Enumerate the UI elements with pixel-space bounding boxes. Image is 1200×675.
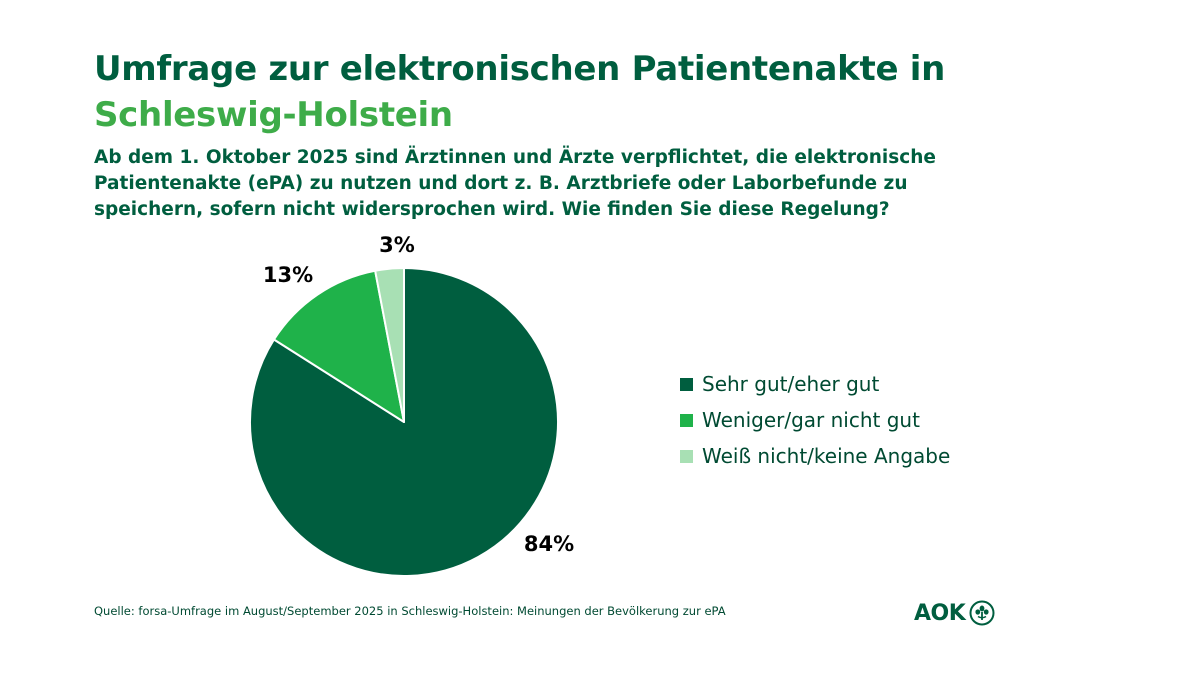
survey-question: Ab dem 1. Oktober 2025 sind Ärztinnen un…	[94, 145, 994, 223]
legend-swatch-3	[680, 449, 693, 463]
pie-slices	[249, 267, 559, 577]
pie-slice-2	[272, 269, 405, 423]
legend-label-1: Sehr gut/eher gut	[702, 372, 880, 396]
legend-label-3: Weiß nicht/keine Angabe	[702, 444, 951, 468]
source-note: Quelle: forsa-Umfrage im August/Septembe…	[94, 604, 726, 618]
chart-legend: Sehr gut/eher gut Weniger/gar nicht gut We…	[680, 366, 950, 474]
legend-item-2: Weniger/gar nicht gut	[680, 402, 950, 438]
pie-slice-3	[374, 267, 405, 423]
pie-data-label-1: 84%	[524, 532, 574, 556]
pie-data-labels: 84% 13% 3%	[263, 233, 574, 556]
logo-text: AOK	[914, 600, 966, 626]
legend-item-1: Sehr gut/eher gut	[680, 366, 950, 402]
title-line-1: Umfrage zur elektronischen Patientenakte…	[94, 49, 945, 89]
question-line-3: speichern, sofern nicht widersprochen wi…	[94, 199, 890, 220]
pie-data-label-2: 13%	[263, 263, 313, 287]
title-line-2: Schleswig-Holstein	[94, 95, 453, 135]
legend-swatch-2	[680, 413, 693, 427]
legend-swatch-1	[680, 377, 693, 391]
legend-label-2: Weniger/gar nicht gut	[702, 408, 920, 432]
question-line-2: Patientenakte (ePA) zu nutzen und dort z…	[94, 173, 908, 194]
legend-item-3: Weiß nicht/keine Angabe	[680, 438, 950, 474]
chart-title: Umfrage zur elektronischen Patientenakte…	[94, 46, 945, 138]
aok-tree-icon	[969, 600, 995, 626]
pie-data-label-3: 3%	[379, 233, 415, 257]
question-line-1: Ab dem 1. Oktober 2025 sind Ärztinnen un…	[94, 147, 936, 168]
aok-logo: AOK	[914, 600, 995, 626]
